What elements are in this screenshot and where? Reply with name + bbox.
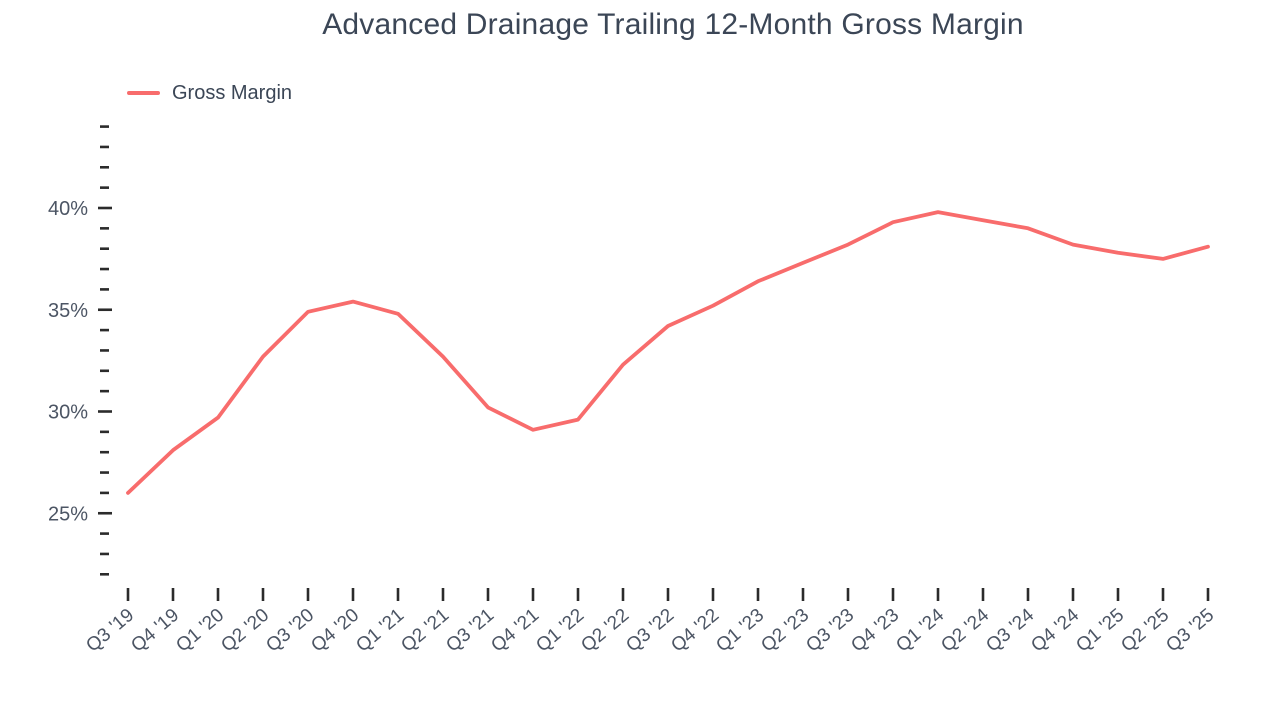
legend: Gross Margin	[127, 82, 292, 104]
x-axis-label: Q4 '24	[1027, 604, 1083, 656]
x-axis-label: Q1 '24	[892, 604, 948, 656]
gross-margin-line	[126, 210, 1210, 495]
x-axis-label: Q1 '20	[172, 605, 228, 657]
chart-title: Advanced Drainage Trailing 12-Month Gros…	[322, 8, 1024, 41]
x-axis-label: Q2 '25	[1117, 605, 1173, 657]
x-axis-label: Q2 '20	[217, 605, 273, 657]
x-axis-label: Q3 '24	[982, 604, 1038, 656]
x-axis-label: Q2 '23	[757, 605, 813, 657]
x-axis-label: Q2 '24	[937, 604, 993, 656]
x-axis-label: Q2 '22	[577, 605, 633, 657]
x-axis-label: Q3 '21	[442, 605, 498, 657]
x-axis-label: Q1 '21	[352, 605, 408, 657]
x-axis-label: Q4 '23	[847, 605, 903, 657]
x-axis-label: Q4 '19	[127, 605, 183, 657]
x-axis-label: Q1 '22	[532, 605, 588, 657]
x-axis-label: Q3 '25	[1162, 605, 1218, 657]
x-axis-label: Q3 '22	[622, 605, 678, 657]
x-axis-label: Q2 '21	[397, 605, 453, 657]
x-axis-label: Q3 '19	[82, 605, 138, 657]
legend-label: Gross Margin	[172, 81, 293, 104]
y-axis-label: 35%	[48, 300, 88, 322]
x-axis-label: Q4 '22	[667, 605, 723, 657]
y-axis-label: 40%	[48, 198, 88, 220]
y-axis-label: 25%	[48, 503, 88, 525]
y-axis-label: 30%	[48, 402, 88, 424]
x-axis-label: Q4 '21	[487, 605, 543, 657]
x-axis-label: Q1 '25	[1072, 605, 1128, 657]
x-axis-label: Q3 '20	[262, 605, 318, 657]
legend-line-swatch	[127, 91, 160, 95]
x-axis-label: Q1 '23	[712, 605, 768, 657]
x-axis-label: Q3 '23	[802, 605, 858, 657]
x-axis-label: Q4 '20	[307, 605, 363, 657]
